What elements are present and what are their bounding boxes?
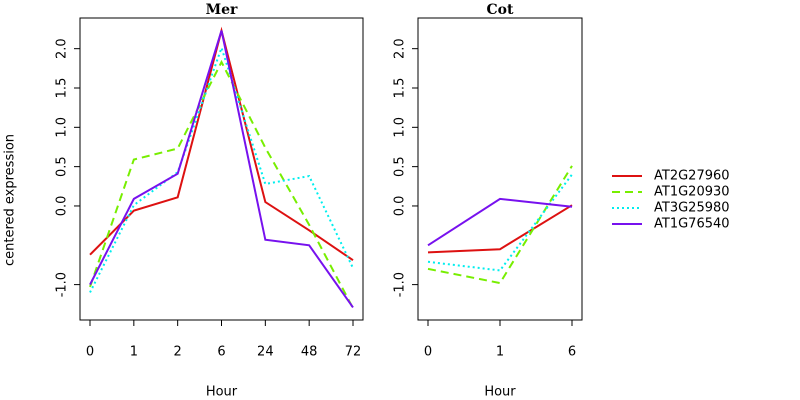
- x-tick-label: 0: [424, 345, 432, 360]
- y-tick-label: 2.0: [55, 38, 70, 59]
- y-tick-label: -1.0: [393, 272, 408, 297]
- legend-label: AT1G76540: [654, 217, 730, 232]
- series-line: [427, 204, 573, 254]
- series-line: [427, 165, 573, 285]
- x-axis-label: Hour: [206, 385, 238, 400]
- x-tick-label: 24: [257, 345, 274, 360]
- x-tick-label: 0: [86, 345, 94, 360]
- y-tick-label: 0.5: [55, 156, 70, 177]
- series-line: [89, 26, 354, 262]
- series-line: [89, 44, 354, 293]
- series-line: [427, 197, 573, 247]
- y-tick-label: 0.5: [393, 156, 408, 177]
- y-tick-label: 1.5: [393, 78, 408, 99]
- x-tick-label: 72: [345, 345, 362, 360]
- y-tick-label: 0.0: [393, 196, 408, 217]
- x-axis-label: Hour: [484, 385, 516, 400]
- x-tick-label: 1: [496, 345, 504, 360]
- x-tick-label: 6: [568, 345, 576, 360]
- y-tick-label: 1.0: [393, 117, 408, 138]
- legend-label: AT2G27960: [654, 169, 730, 184]
- x-tick-label: 48: [301, 345, 318, 360]
- legend-label: AT3G25980: [654, 201, 730, 216]
- y-axis-label: centered expression: [3, 134, 18, 266]
- series-line: [89, 59, 354, 309]
- plot-box: [417, 17, 583, 321]
- panel-title: Cot: [487, 2, 514, 18]
- x-tick-label: 6: [217, 345, 225, 360]
- y-tick-label: -1.0: [55, 272, 70, 297]
- series-line: [427, 173, 573, 272]
- x-tick-label: 2: [174, 345, 182, 360]
- y-tick-label: 2.0: [393, 38, 408, 59]
- series-line: [89, 30, 354, 308]
- y-tick-label: 1.0: [55, 117, 70, 138]
- x-tick-label: 1: [130, 345, 138, 360]
- y-tick-label: 0.0: [55, 196, 70, 217]
- y-tick-label: 1.5: [55, 78, 70, 99]
- legend-label: AT1G20930: [654, 185, 730, 200]
- panel-title: Mer: [206, 2, 238, 18]
